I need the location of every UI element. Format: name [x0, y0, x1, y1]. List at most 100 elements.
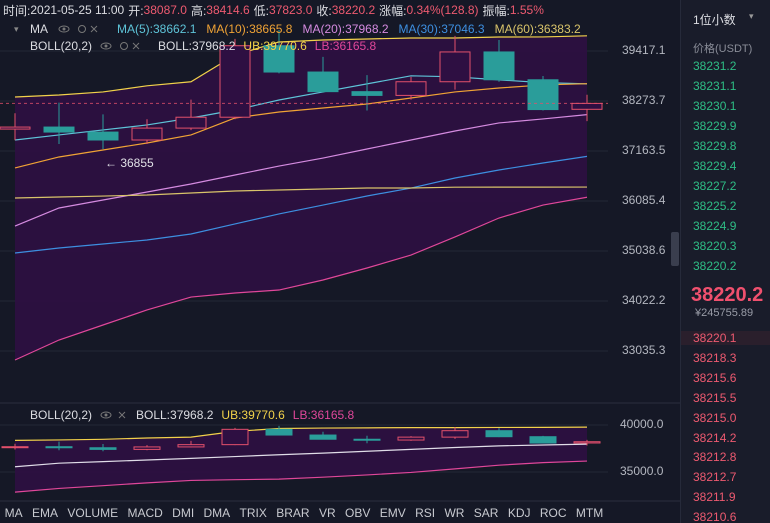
indicator-tab[interactable]: EMA [32, 506, 59, 520]
legend-icons[interactable] [58, 24, 98, 34]
indicator-tab[interactable]: VR [318, 506, 336, 520]
candle-body [485, 430, 513, 438]
candle-body [441, 430, 469, 438]
info-label: 时间: [3, 3, 31, 18]
line [14, 443, 588, 468]
legend-icons[interactable] [100, 41, 140, 51]
ask-price: 38227.2 [693, 179, 737, 193]
line [14, 186, 588, 199]
info-value: 0.34%(128.8) [406, 3, 479, 17]
line [14, 114, 588, 227]
legend-title: MA [30, 22, 48, 36]
indicator-tab[interactable]: OBV [344, 506, 371, 520]
price-header: 价格(USDT) [693, 43, 753, 55]
indicator-tab[interactable]: EMV [379, 506, 406, 520]
annotation: ← 36855 [105, 156, 154, 170]
y-tick-label: 38273.7 [622, 93, 666, 107]
indicator-tab[interactable]: RSI [415, 506, 436, 520]
candle-body [175, 116, 207, 129]
ask-price: 38229.8 [693, 139, 737, 153]
indicator-tab[interactable]: MTM [575, 506, 604, 520]
candle-body [1, 446, 29, 449]
legend-icons[interactable] [100, 410, 130, 420]
legend-item: LB:36165.8 [292, 408, 355, 422]
legend-title: BOLL(20,2) [30, 408, 93, 422]
candle-body [353, 438, 381, 441]
candle-body [571, 102, 603, 110]
ask-price: 38229.9 [693, 119, 737, 133]
y-tick-label: 40000.0 [620, 417, 664, 431]
collapse-arrow[interactable]: ▾ [14, 23, 19, 34]
legend-item: MA(5):38662.1 [117, 22, 197, 36]
info-bar: 时间: 2021-05-25 11:00 开: 38087.0 高: 38414.6 低: 3… [3, 2, 548, 18]
band-fill [15, 35, 587, 360]
line [14, 155, 588, 254]
indicator-tab[interactable]: VOLUME [67, 506, 119, 520]
ask-price: 38229.4 [693, 159, 737, 173]
legend-item: MA(20):37968.2 [302, 22, 389, 36]
legend-item: BOLL:37968.2 [136, 408, 214, 422]
indicator-tab[interactable]: MA [4, 506, 23, 520]
info-value: 38220.2 [331, 3, 376, 17]
legend-item: LB:36165.8 [314, 39, 377, 53]
candle-body [307, 71, 339, 93]
line [14, 83, 588, 169]
y-tick-label: 36085.4 [622, 193, 666, 207]
candle-body [483, 51, 515, 81]
candle-body [263, 45, 295, 73]
candle-body [131, 127, 163, 141]
bid-price: 38215.0 [693, 410, 737, 425]
bid-price: 38218.3 [693, 350, 737, 365]
line [14, 426, 588, 441]
candle-body [45, 446, 73, 449]
bid-price: 38215.5 [693, 390, 737, 405]
scroll-handle[interactable] [671, 232, 679, 266]
y-tick-label: 35038.6 [622, 243, 666, 257]
info-label: 开: [128, 3, 144, 18]
ask-price: 38224.9 [693, 219, 737, 233]
ask-price: 38225.2 [693, 199, 737, 213]
legend-title: BOLL(20,2) [30, 39, 93, 53]
dropdown-arrow[interactable]: ▾ [749, 11, 754, 21]
bid-price: 38220.1 [681, 331, 770, 345]
candle-body [439, 51, 471, 83]
info-value: 1.55% [509, 3, 544, 17]
candle-body [89, 447, 117, 450]
legend-item: MA(60):36383.2 [494, 22, 581, 36]
line [14, 460, 588, 493]
candle-body [43, 126, 75, 133]
bid-price: 38215.6 [693, 370, 737, 385]
legend-item: BOLL:37968.2 [158, 39, 236, 53]
indicator-tab[interactable]: SAR [473, 506, 499, 520]
indicator-tab[interactable]: BRAR [276, 506, 310, 520]
legend-item: MA(30):37046.3 [398, 22, 485, 36]
indicator-tab[interactable]: DMA [203, 506, 231, 520]
indicator-tab[interactable]: TRIX [239, 506, 267, 520]
candle-body [265, 428, 293, 436]
indicator-tabs: MA EMA VOLUME MACD DMI DMA TRIX BRAR VR OBV EMV RSI… [0, 503, 608, 523]
ask-price: 38230.1 [693, 99, 737, 113]
info-value: 2021-05-25 11:00 [30, 3, 125, 17]
indicator-tab[interactable]: KDJ [507, 506, 531, 520]
ask-price: 38220.3 [693, 239, 737, 253]
bid-price: 38211.9 [693, 490, 736, 505]
order-book: 1位小数 ▾ 价格(USDT) 38220.2 ¥245755.89 38231… [680, 0, 770, 523]
candle-body [177, 444, 205, 448]
indicator-tab[interactable]: ROC [539, 506, 567, 520]
bid-price: 38212.7 [693, 470, 737, 485]
candle-body [309, 434, 337, 440]
indicator-tab[interactable]: WR [444, 506, 465, 520]
y-tick-label: 34022.2 [622, 293, 666, 307]
ask-price: 38220.2 [693, 259, 737, 273]
info-label: 低: [253, 3, 270, 18]
chart: 39417.1 38273.7 37163.5 36085.4 35038.6 34022… [0, 30, 680, 502]
indicator-tab[interactable]: MACD [127, 506, 163, 520]
info-value: 37823.0 [269, 3, 313, 17]
indicator-tab[interactable]: DMI [172, 506, 195, 520]
y-tick-label: 33035.3 [622, 343, 666, 357]
precision-select[interactable]: 1位小数 [693, 13, 736, 27]
candle-body [351, 91, 383, 96]
last-price-cny: ¥245755.89 [695, 307, 754, 319]
legend-item: UB:39770.6 [221, 408, 285, 422]
line [14, 35, 588, 98]
